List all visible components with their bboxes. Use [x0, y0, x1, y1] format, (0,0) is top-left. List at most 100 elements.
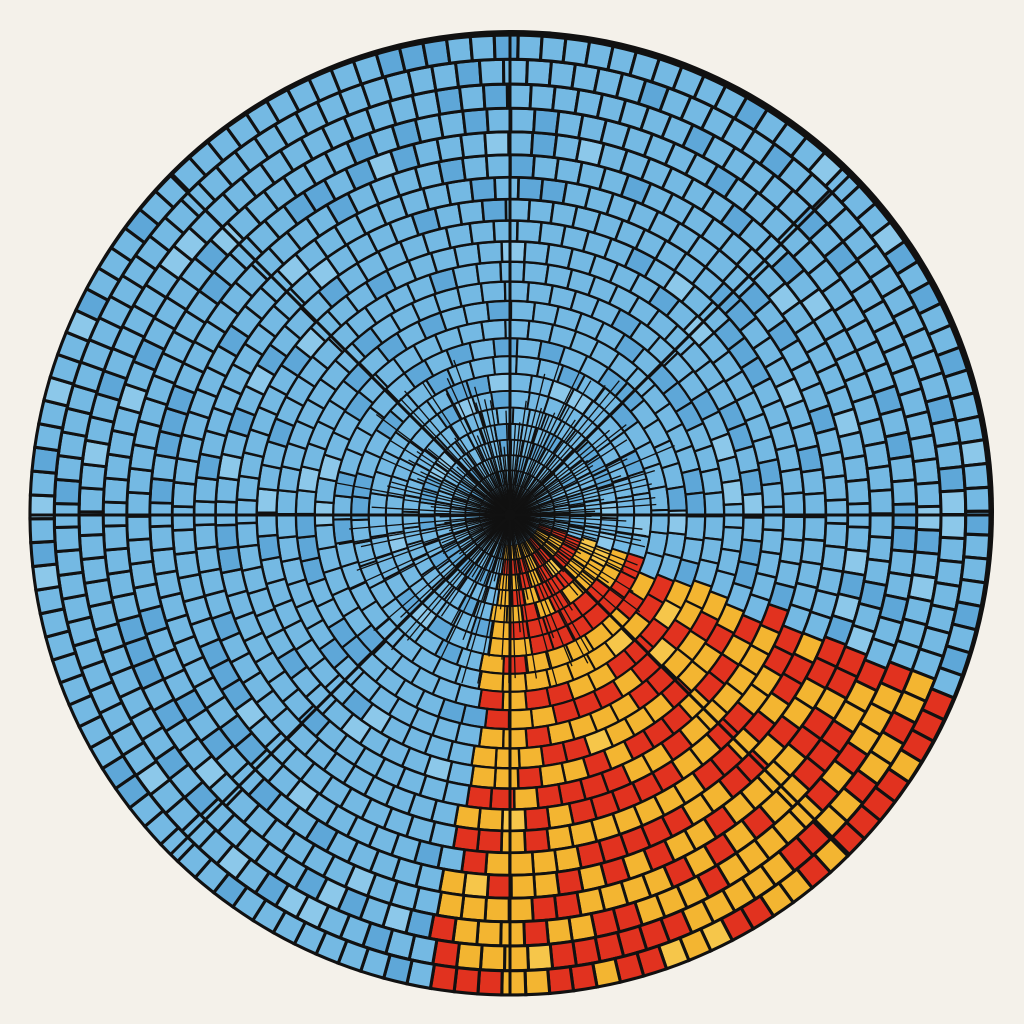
mosaic-tile: [530, 848, 560, 876]
ray: [438, 514, 511, 663]
mosaic-tile: [485, 873, 513, 900]
ray: [509, 514, 652, 579]
mosaic-tile: [52, 477, 83, 506]
mosaic-tile: [77, 486, 106, 514]
mosaic-tile: [548, 939, 579, 971]
main-ray: [508, 513, 851, 856]
mosaic-tile: [469, 176, 497, 203]
ray: [509, 444, 646, 516]
mosaic-tile: [294, 512, 318, 540]
ray: [359, 514, 511, 564]
ray: [509, 514, 609, 584]
mosaic-tile: [101, 476, 130, 505]
mosaic-tile: [890, 525, 919, 554]
ray: [416, 450, 511, 516]
mosaic-tile: [481, 82, 509, 111]
ray: [347, 514, 511, 590]
mosaic-tile: [126, 466, 155, 496]
mosaic-tile: [887, 454, 917, 484]
ray: [509, 478, 647, 516]
mosaic-tile: [523, 240, 551, 266]
mosaic-tile: [470, 744, 498, 770]
ray: [509, 380, 592, 516]
ray: [406, 514, 511, 641]
mosaic-tile: [477, 57, 506, 87]
ray: [509, 514, 597, 540]
ray: [509, 406, 571, 516]
mosaic-tile: [515, 219, 543, 245]
ray: [336, 482, 511, 516]
ray: [509, 514, 589, 664]
mosaic-cells: [28, 33, 992, 997]
mosaic-tile: [508, 372, 534, 394]
mosaic-tile: [720, 478, 745, 506]
mosaic-tile: [29, 539, 59, 569]
ray: [509, 514, 630, 620]
mosaic-tile: [702, 490, 726, 518]
mosaic-tile: [523, 967, 552, 997]
mosaic-tile: [499, 919, 527, 948]
ray: [509, 464, 594, 516]
mosaic-tile: [500, 968, 528, 997]
ray: [509, 385, 606, 516]
mosaic-tile: [936, 535, 967, 565]
mosaic-tile: [480, 197, 508, 224]
mosaic-tile: [529, 131, 559, 160]
mosaic-tile: [868, 512, 895, 540]
ray: [338, 514, 511, 546]
ray: [509, 514, 646, 548]
mosaic-tile: [255, 487, 280, 514]
mosaic-tile: [125, 514, 153, 542]
mosaic-tile: [461, 107, 490, 136]
ray: [404, 390, 511, 516]
ray: [489, 400, 511, 516]
mosaic-tile: [530, 894, 559, 923]
ray: [509, 422, 529, 516]
ray: [391, 514, 511, 651]
mosaic-tile: [461, 870, 491, 899]
ray: [509, 382, 629, 516]
mosaic-tile: [501, 57, 530, 86]
mosaic-tile: [485, 299, 513, 323]
mosaic-tile: [516, 33, 544, 62]
mosaic-tile: [544, 915, 575, 946]
mosaic-tile: [527, 198, 556, 225]
mosaic-tile: [192, 499, 218, 527]
ray: [509, 373, 546, 516]
ray: [509, 469, 655, 516]
mosaic-tile: [913, 527, 943, 556]
mosaic-tile: [525, 58, 554, 88]
mosaic-tile: [468, 33, 497, 63]
ray: [509, 514, 555, 639]
ray: [473, 514, 511, 624]
mosaic-tile: [77, 532, 108, 562]
ray: [509, 360, 586, 516]
ray: [509, 412, 556, 516]
mosaic-tile: [914, 480, 943, 509]
ray: [360, 514, 511, 548]
mosaic-tile: [460, 154, 490, 182]
mosaic-tile: [148, 524, 176, 553]
mosaic-tile: [294, 488, 318, 516]
mosaic-tile: [799, 467, 827, 496]
mosaic-tile: [214, 523, 240, 551]
mosaic-tile: [532, 107, 561, 137]
ray: [445, 393, 511, 516]
ray: [389, 439, 511, 516]
main-ray: [508, 174, 851, 517]
ray: [474, 386, 511, 516]
center-dot: [504, 509, 516, 521]
mosaic-tile: [492, 337, 519, 358]
ray: [402, 498, 511, 516]
mosaic-tile: [469, 764, 497, 790]
mosaic-tile: [490, 389, 512, 410]
mosaic-tile: [760, 481, 785, 509]
ray: [420, 471, 511, 516]
mosaic-tile: [332, 518, 355, 545]
ray: [509, 483, 652, 516]
center-rays: [30, 35, 990, 995]
mosaic-tile: [459, 893, 488, 923]
mosaic-tile: [126, 537, 155, 566]
ray: [509, 514, 638, 566]
mosaic-tile: [500, 240, 527, 264]
